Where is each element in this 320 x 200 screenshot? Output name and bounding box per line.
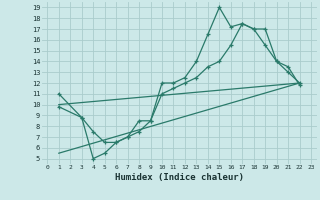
X-axis label: Humidex (Indice chaleur): Humidex (Indice chaleur) [115,173,244,182]
